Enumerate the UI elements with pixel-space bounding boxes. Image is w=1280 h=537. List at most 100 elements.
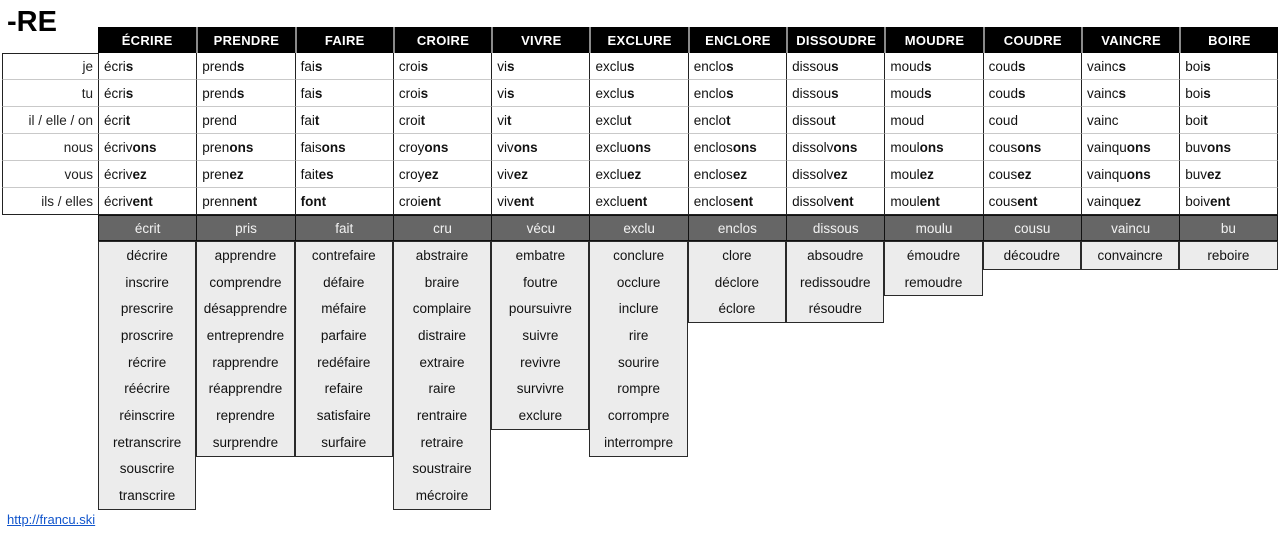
participle-cell: exclu: [589, 215, 688, 241]
derived-row-spacer: [2, 241, 98, 510]
derived-verb-item: survivre: [516, 381, 564, 397]
derived-verb-item: conclure: [613, 247, 665, 263]
conjugation-cell: dissou s: [786, 80, 885, 107]
derived-verb-item: méfaire: [321, 301, 367, 317]
pronoun-label: il / elle / on: [2, 107, 98, 134]
conjugation-cell: enclos ons: [687, 134, 787, 161]
verb-column-header: VIVRE: [491, 27, 590, 53]
conjugation-cell: dissolv ent: [786, 188, 885, 215]
derived-verb-list: reboire: [1179, 241, 1278, 270]
conjugation-cell: vainqu ons: [1080, 134, 1180, 161]
derived-verb-item: raire: [428, 381, 456, 397]
verb-column-header: FAIRE: [294, 27, 393, 53]
verb-column-header: VAINCRE: [1080, 27, 1180, 53]
derived-verb-item: abstraire: [415, 247, 469, 263]
derived-verb-item: réécrire: [124, 381, 171, 397]
participle-cell: fait: [294, 215, 393, 241]
derived-verb-item: retraire: [420, 434, 464, 450]
derived-verb-list: abstraire braire complaire distraire extrair…: [392, 241, 492, 510]
derived-verb-item: décrire: [126, 247, 168, 263]
conjugation-cell: écriv ons: [98, 134, 197, 161]
conjugation-table: ÉCRIRE PRENDRE FAIRE CROIRE VIVRE EXCLURE ENCL…: [2, 27, 1278, 510]
derived-verb-list: apprendre comprendre désapprendre entrepren…: [196, 241, 295, 457]
derived-verb-item: complaire: [412, 301, 472, 317]
conjugation-cell: cous ons: [982, 134, 1081, 161]
conjugation-cell: font: [294, 188, 393, 215]
conjugation-cell: croi s: [392, 80, 492, 107]
conjugation-cell: vainc: [1080, 107, 1180, 134]
conjugation-cell: boi t: [1179, 107, 1278, 134]
derived-verb-list: embatre foutre poursuivre suivre revivre surv…: [491, 241, 590, 430]
pronoun-label: vous: [2, 161, 98, 188]
conjugation-cell: croy ons: [392, 134, 492, 161]
derived-verb-item: surfaire: [321, 434, 367, 450]
conjugation-cell: cous ent: [982, 188, 1081, 215]
conjugation-cell: moul ent: [884, 188, 983, 215]
pronoun-label: tu: [2, 80, 98, 107]
conjugation-cell: croy ez: [392, 161, 492, 188]
verb-column-header: PRENDRE: [196, 27, 295, 53]
conjugation-cell: exclu ons: [589, 134, 688, 161]
conjugation-cell: fai t: [294, 107, 393, 134]
conjugation-cell: vainqu ez: [1080, 188, 1180, 215]
conjugation-cell: exclu ez: [589, 161, 688, 188]
derived-verb-list: clore déclore éclore: [687, 241, 787, 324]
derived-verb-item: déclore: [714, 274, 760, 290]
source-link[interactable]: http://francu.ski: [7, 512, 96, 527]
derived-verb-item: réapprendre: [208, 381, 283, 397]
participle-cell: vécu: [491, 215, 590, 241]
derived-verb-item: souscrire: [119, 461, 175, 477]
derived-verb-item: comprendre: [209, 274, 282, 290]
conjugation-cell: enclo s: [687, 80, 787, 107]
participle-cell: cousu: [982, 215, 1081, 241]
derived-verb-item: inclure: [618, 301, 659, 317]
derived-verb-item: mécroire: [415, 488, 469, 504]
pronoun-label: nous: [2, 134, 98, 161]
derived-verb-item: soustraire: [412, 461, 472, 477]
derived-verb-item: rapprendre: [212, 354, 279, 370]
derived-verb-item: redéfaire: [317, 354, 371, 370]
derived-verb-item: refaire: [324, 381, 363, 397]
conjugation-cell: coud s: [982, 53, 1081, 80]
conjugation-cell: viv ons: [491, 134, 590, 161]
derived-verb-item: résoudre: [808, 301, 862, 317]
participle-cell: moulu: [884, 215, 983, 241]
derived-verb-item: redissoudre: [799, 274, 871, 290]
conjugation-cell: buv ons: [1179, 134, 1278, 161]
conjugation-cell: écri s: [98, 80, 197, 107]
derived-verb-list: convaincre: [1080, 241, 1180, 270]
derived-verb-item: réinscrire: [119, 407, 175, 423]
derived-verb-item: entreprendre: [206, 327, 285, 343]
conjugation-cell: exclu ent: [589, 188, 688, 215]
derived-verb-item: satisfaire: [316, 407, 371, 423]
derived-verb-item: surprendre: [212, 434, 279, 450]
conjugation-cell: exclu s: [589, 80, 688, 107]
conjugation-cell: coud: [982, 107, 1081, 134]
conjugation-cell: prenn ent: [196, 188, 295, 215]
conjugation-cell: enclo t: [687, 107, 787, 134]
derived-verb-item: clore: [722, 247, 752, 263]
derived-verb-item: contrefaire: [311, 247, 376, 263]
conjugation-cell: boiv ent: [1179, 188, 1278, 215]
conjugation-cell: viv ent: [491, 188, 590, 215]
derived-verb-item: inscrire: [125, 274, 169, 290]
conjugation-cell: pren ons: [196, 134, 295, 161]
conjugation-cell: croi t: [392, 107, 492, 134]
conjugation-cell: fai s: [294, 80, 393, 107]
derived-verb-item: sourire: [618, 354, 660, 370]
derived-verb-item: suivre: [522, 327, 559, 343]
derived-verb-item: désapprendre: [203, 301, 288, 317]
verb-column-header: BOIRE: [1179, 27, 1278, 53]
conjugation-cell: cous ez: [982, 161, 1081, 188]
verb-column-header: MOUDRE: [884, 27, 983, 53]
conjugation-cell: vi s: [491, 53, 590, 80]
derived-verb-item: remoudre: [904, 274, 963, 290]
conjugation-cell: croi ent: [392, 188, 492, 215]
derived-verb-item: embatre: [515, 247, 566, 263]
derived-verb-list: décrire inscrire prescrire proscrire récrire…: [98, 241, 197, 510]
derived-verb-item: exclure: [518, 407, 563, 423]
participle-cell: dissous: [786, 215, 885, 241]
conjugation-cell: vainqu ons: [1080, 161, 1180, 188]
conjugation-cell: fais ons: [294, 134, 393, 161]
